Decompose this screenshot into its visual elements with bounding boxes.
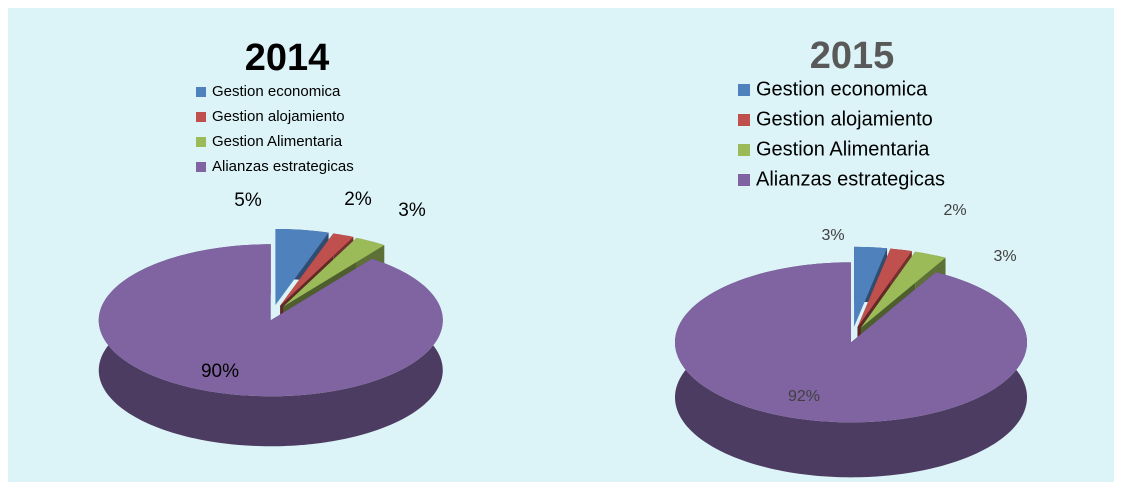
legend-swatch — [196, 137, 206, 147]
pie-slice — [857, 248, 912, 328]
legend-swatch — [738, 174, 750, 186]
legend-label: Alianzas estrategicas — [756, 168, 945, 190]
legend-label: Gestion economica — [212, 83, 341, 100]
legend-swatch — [738, 144, 750, 156]
pie-slice — [283, 237, 385, 307]
data-label: 92% — [788, 388, 820, 405]
legend-swatch — [196, 87, 206, 97]
legend-swatch — [196, 162, 206, 172]
legend-swatch — [738, 84, 750, 96]
legend-label: Gestion economica — [756, 78, 928, 100]
data-label: 3% — [993, 248, 1016, 265]
legend-label: Gestion Alimentaria — [212, 133, 343, 150]
data-label: 2% — [943, 202, 966, 219]
pie-slice — [98, 244, 443, 397]
chart-title: 2014 — [245, 37, 330, 79]
data-label: 90% — [201, 361, 239, 382]
legend-swatch — [196, 112, 206, 122]
pie-slice — [275, 228, 329, 305]
chart-title: 2015 — [810, 35, 895, 77]
legend-label: Alianzas estrategicas — [212, 158, 354, 175]
data-label: 5% — [234, 190, 262, 211]
pie-slice — [860, 251, 946, 328]
data-label: 3% — [398, 200, 426, 221]
legend-label: Gestion Alimentaria — [756, 138, 930, 160]
data-label: 2% — [344, 189, 372, 210]
pie-slice — [854, 246, 888, 327]
legend-swatch — [738, 114, 750, 126]
legend-label: Gestion alojamiento — [212, 108, 345, 125]
pie-slice — [675, 262, 1028, 423]
legend-label: Gestion alojamiento — [756, 108, 933, 130]
data-label: 3% — [821, 227, 844, 244]
pie-slice — [280, 233, 354, 306]
